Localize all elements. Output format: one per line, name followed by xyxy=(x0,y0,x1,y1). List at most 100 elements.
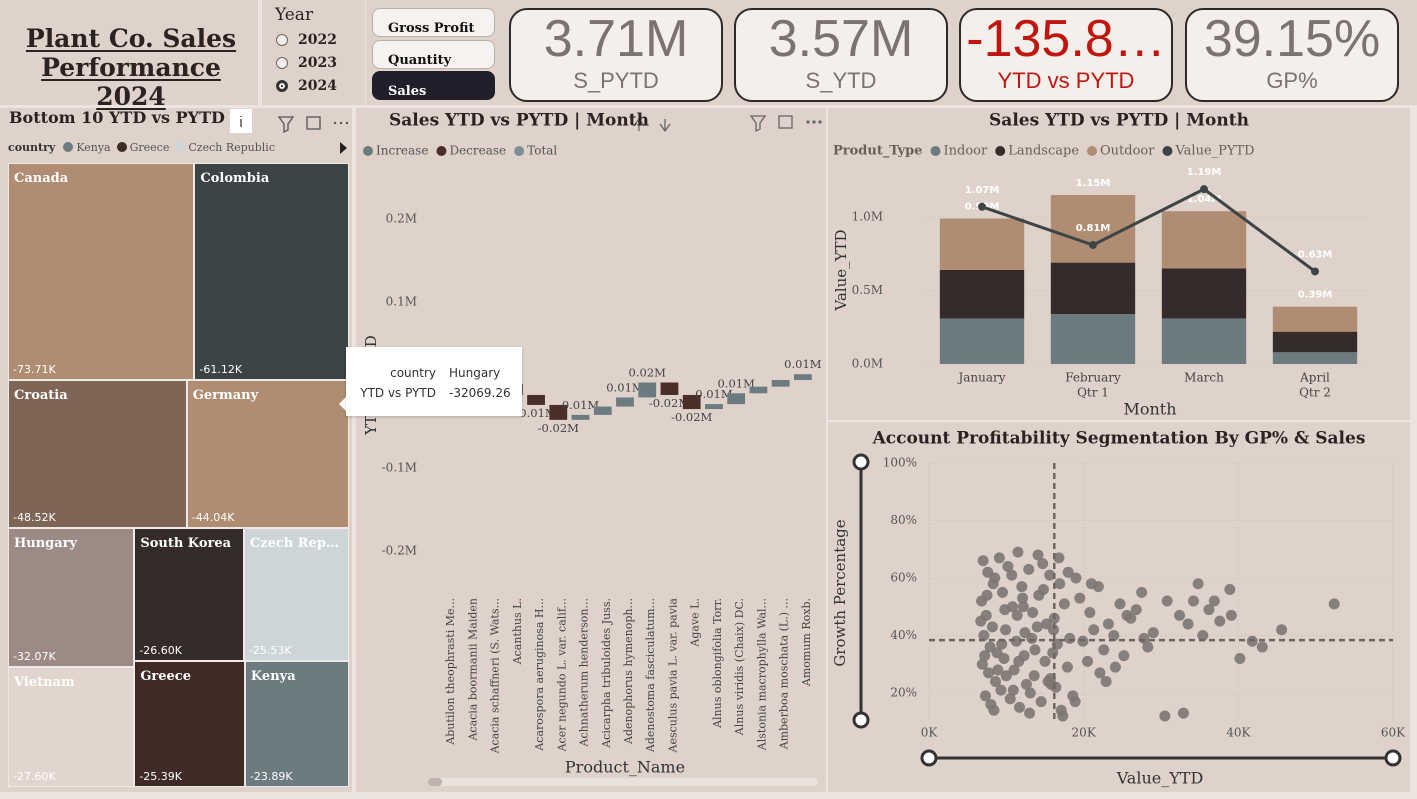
bar-segment xyxy=(1272,306,1358,332)
x-tick-label: Adenophorus hymenoph... xyxy=(622,598,635,745)
x-tick-label: March xyxy=(1184,371,1224,385)
legend-label: Decrease xyxy=(449,144,506,158)
scatter-point xyxy=(1032,549,1044,561)
data-label: 0.01M xyxy=(606,380,644,394)
scatter-point xyxy=(976,658,988,670)
treemap-tile: Hungary -32.07K xyxy=(8,528,135,668)
slider-handle[interactable] xyxy=(1384,749,1402,767)
scatter-point xyxy=(1047,647,1059,659)
y-tick-label: 20% xyxy=(890,686,917,700)
metric-button[interactable]: Quantity xyxy=(372,39,495,69)
x-tick-label: 40K xyxy=(1226,726,1251,740)
scatter-point xyxy=(1136,586,1148,598)
x-tick-label: Acarospora aeruginosa H... xyxy=(533,598,546,752)
scrollbar xyxy=(428,778,818,786)
tile-label: Vietnam xyxy=(14,675,75,691)
bar-segment xyxy=(1161,211,1247,269)
icon-filter[interactable] xyxy=(277,116,295,134)
waterfall-bar xyxy=(749,386,768,394)
tile-label: Greece xyxy=(140,669,191,685)
icon-focus[interactable] xyxy=(306,116,321,130)
tooltip-arrow xyxy=(339,396,347,412)
scatter-point xyxy=(1008,664,1020,676)
kpi-label: YTD vs PYTD xyxy=(997,68,1135,93)
scatter-point xyxy=(1147,627,1159,639)
metric-button[interactable]: Sales xyxy=(372,71,495,100)
scatter-point xyxy=(1033,589,1045,601)
x-tick-label: Alnus oblongifolia Torr. xyxy=(711,598,724,729)
scatter-sliders xyxy=(852,453,1402,767)
y-tick-label: 0.1M xyxy=(386,295,417,309)
radio-button xyxy=(276,34,288,46)
y-tick-label: 0.2M xyxy=(386,212,417,226)
slider-handle[interactable] xyxy=(852,711,870,729)
tile-value: -25.53K xyxy=(248,644,292,658)
scatter-point xyxy=(1057,710,1069,722)
scatter-point xyxy=(1007,684,1019,696)
y-tick-label: 0.5M xyxy=(852,283,883,297)
slicer-option[interactable]: 2023 xyxy=(276,55,337,71)
treemap-tile: Kenya -23.89K xyxy=(244,661,349,787)
scatter-point xyxy=(1070,572,1082,584)
scatter-point xyxy=(1020,678,1032,690)
tooltip-value: Hungary xyxy=(449,366,501,380)
treemap-tile: Greece -25.39K xyxy=(134,661,245,787)
x-tick-label: Abutilon theophrasti Me... xyxy=(444,598,457,746)
icon-more[interactable] xyxy=(345,121,349,125)
kpi-value: 3.71M xyxy=(543,10,689,68)
y-tick-label: 1.0M xyxy=(852,210,883,224)
tile-value: -27.60K xyxy=(13,769,56,783)
x-tick-label: Alstonia macrophylla Wal... xyxy=(755,598,768,751)
legend-next[interactable] xyxy=(338,140,348,156)
tile-label: Kenya xyxy=(250,669,296,685)
scatter-point xyxy=(1024,687,1036,699)
scatter-point xyxy=(988,704,1000,716)
legend-swatch xyxy=(436,146,447,156)
legend-swatch xyxy=(1162,146,1173,156)
scatter-point xyxy=(1187,595,1199,607)
tile-value: -25.39K xyxy=(139,769,182,783)
scatter-point xyxy=(1027,607,1039,618)
legend-swatch xyxy=(995,146,1006,156)
icon-more[interactable] xyxy=(339,121,343,125)
icon-more[interactable] xyxy=(333,121,337,125)
scrollbar-thumb[interactable] xyxy=(428,778,442,786)
kpi-value: 39.15% xyxy=(1203,10,1381,68)
slicer-title: Year xyxy=(275,5,314,25)
slider-handle[interactable] xyxy=(852,453,870,471)
slider-handle[interactable] xyxy=(920,749,938,767)
y-axis-title: Growth Percentage xyxy=(831,519,849,666)
scatter-point xyxy=(1108,630,1120,641)
bar-segment xyxy=(1272,352,1358,364)
waterfall-bar xyxy=(682,394,701,410)
scatter-point xyxy=(1058,598,1070,610)
metric-button[interactable]: Gross Profit xyxy=(372,8,495,37)
waterfall-bar xyxy=(793,374,812,381)
tooltip-key: country xyxy=(390,366,436,380)
waterfall-bar xyxy=(549,404,568,420)
treemap-tile: Canada -73.71K xyxy=(8,163,195,380)
data-label: 0.81M xyxy=(1076,223,1111,234)
slicer-option[interactable]: 2022 xyxy=(276,32,337,48)
scatter-point xyxy=(996,586,1008,598)
data-label: -0.01M xyxy=(515,406,556,420)
waterfall-bar xyxy=(638,382,657,398)
line-point xyxy=(978,202,986,211)
scatter-point xyxy=(983,667,995,679)
scatter-point xyxy=(1225,609,1237,621)
scatter-point xyxy=(1102,618,1114,630)
kpi-label: S_PYTD xyxy=(573,68,659,93)
scatter-point xyxy=(1017,592,1029,604)
y-tick-label: -0.1M xyxy=(382,460,417,474)
total-label: 0.39M xyxy=(1298,290,1333,301)
data-label: 0.01M xyxy=(784,357,822,371)
legend-swatch xyxy=(175,142,186,152)
data-label: -0.02M xyxy=(649,396,690,410)
slicer-option[interactable]: 2024 xyxy=(276,78,337,94)
scatter-point xyxy=(1010,635,1022,647)
scatter-point xyxy=(1037,558,1049,570)
scatter-point xyxy=(1002,561,1014,572)
tile-label: South Korea xyxy=(140,536,232,552)
legend-label: Czech Republic xyxy=(188,140,275,154)
